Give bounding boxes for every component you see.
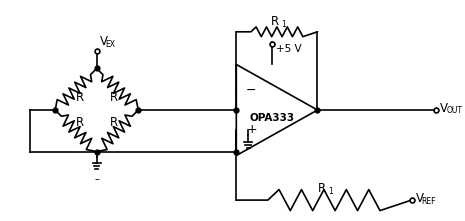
Text: OUT: OUT <box>446 107 462 116</box>
Text: R: R <box>109 91 118 104</box>
Text: R: R <box>271 15 279 29</box>
Text: V: V <box>440 101 448 114</box>
Text: −: − <box>246 84 257 97</box>
Text: R: R <box>109 116 118 129</box>
Text: R: R <box>76 91 84 104</box>
Text: EX: EX <box>106 40 116 49</box>
Text: +: + <box>246 123 257 136</box>
Text: R: R <box>318 182 326 195</box>
Text: +5 V: +5 V <box>276 44 301 54</box>
Text: –: – <box>94 174 99 184</box>
Text: R: R <box>76 116 84 129</box>
Text: 1: 1 <box>328 187 332 196</box>
Text: OPA333: OPA333 <box>249 113 294 123</box>
Text: V: V <box>100 35 108 48</box>
Text: V: V <box>416 192 424 205</box>
Text: REF: REF <box>421 197 436 206</box>
Text: 1: 1 <box>281 20 286 29</box>
